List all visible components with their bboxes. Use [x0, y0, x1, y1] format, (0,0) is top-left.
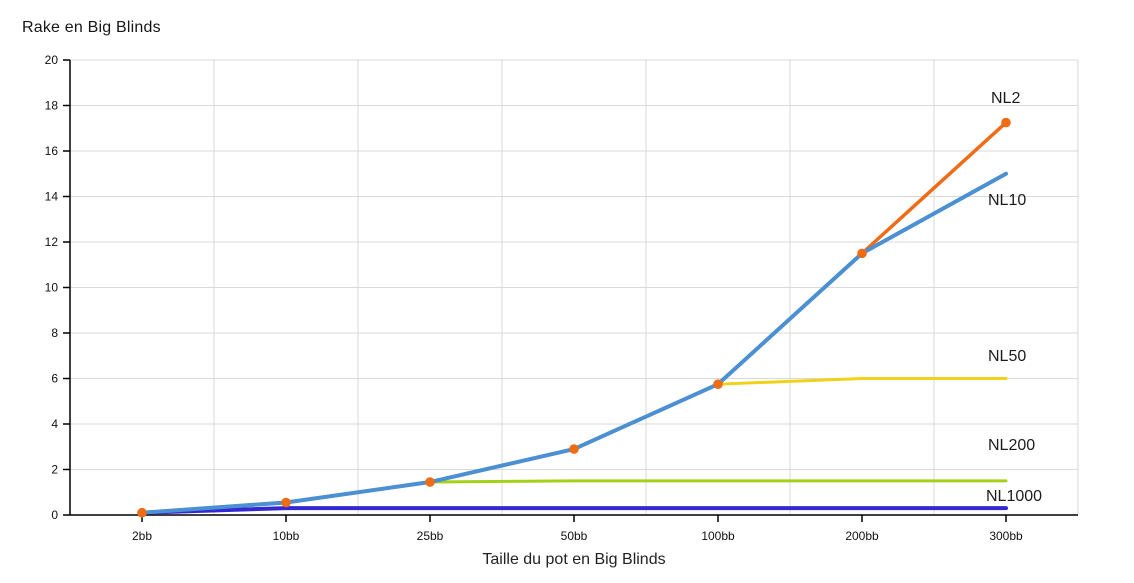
series-line-nl10 — [140, 171, 1008, 515]
y-tick-label: 2 — [51, 463, 58, 477]
y-tick-label: 12 — [45, 235, 59, 249]
y-tick-label: 8 — [51, 326, 58, 340]
series-point-nl2 — [137, 507, 147, 518]
series-line-nl2 — [140, 120, 1008, 515]
x-tick-label: 50bb — [561, 529, 588, 543]
x-tick-label: 10bb — [273, 529, 300, 543]
series-label-nl200: NL200 — [988, 437, 1035, 454]
series-point-nl2 — [281, 497, 291, 508]
series-point-nl2 — [1001, 117, 1011, 128]
x-tick-label: 300bb — [989, 529, 1023, 543]
y-tick-label: 10 — [45, 281, 59, 295]
series-line-nl1000 — [140, 506, 1008, 515]
series-label-nl1000: NL1000 — [986, 488, 1042, 505]
series-point-nl2 — [713, 379, 723, 389]
series-point-nl2 — [569, 444, 579, 454]
y-tick-label: 18 — [45, 99, 59, 113]
series-label-nl10: NL10 — [988, 192, 1026, 209]
x-tick-label: 25bb — [417, 529, 444, 543]
y-tick-label: 6 — [51, 372, 58, 386]
x-tick-label: 200bb — [845, 529, 879, 543]
y-tick-label: 16 — [45, 144, 59, 158]
y-tick-label: 20 — [45, 53, 59, 67]
y-tick-label: 4 — [51, 417, 58, 431]
y-tick-label: 0 — [51, 508, 58, 522]
y-tick-label: 14 — [45, 190, 59, 204]
series-point-nl2 — [425, 477, 435, 487]
x-tick-label: 100bb — [701, 529, 735, 543]
series-point-nl2 — [857, 248, 867, 259]
x-axis-title: Taille du pot en Big Blinds — [482, 551, 665, 568]
series-label-nl2: NL2 — [991, 90, 1020, 107]
chart-title: Rake en Big Blinds — [22, 19, 161, 36]
x-tick-label: 2bb — [132, 529, 152, 543]
series-label-nl50: NL50 — [988, 348, 1026, 365]
